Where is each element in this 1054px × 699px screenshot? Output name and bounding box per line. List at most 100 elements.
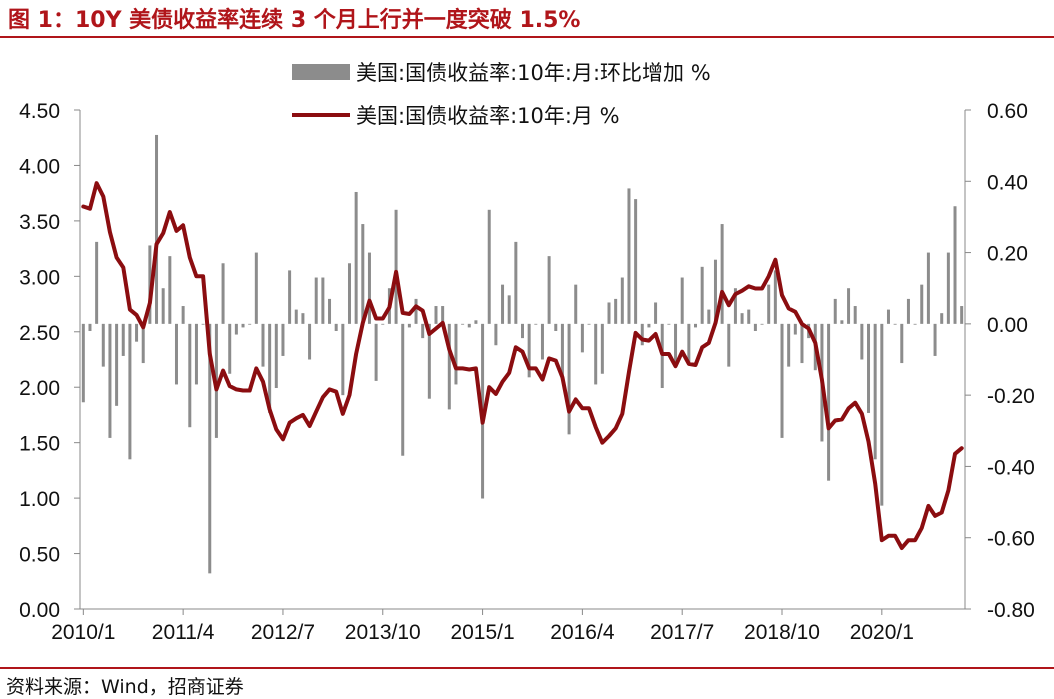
- change-bar: [414, 298, 418, 324]
- change-bar: [620, 277, 624, 324]
- change-bar: [767, 284, 771, 324]
- left-tick-label: 2.00: [19, 377, 60, 400]
- change-bar: [161, 288, 165, 324]
- change-bar: [301, 313, 305, 324]
- change-bar: [108, 323, 112, 438]
- change-bar: [341, 323, 345, 396]
- change-bar: [141, 323, 145, 364]
- x-tick-label: 2020/1: [850, 621, 914, 644]
- change-bar: [234, 323, 238, 335]
- change-bar: [940, 313, 944, 324]
- change-bar: [201, 323, 205, 325]
- change-bar: [747, 309, 751, 324]
- change-bar: [607, 302, 611, 324]
- change-bar: [574, 284, 578, 324]
- change-bar: [773, 270, 777, 324]
- x-tick-label: 2018/10: [744, 621, 820, 644]
- change-bar: [960, 306, 964, 324]
- change-bar: [634, 199, 638, 324]
- change-bar: [501, 284, 505, 324]
- change-bar: [527, 323, 531, 378]
- x-tick-label: 2013/10: [345, 621, 421, 644]
- change-bar: [680, 277, 684, 324]
- change-bar: [720, 224, 724, 324]
- tick-labels: 4.50 4.00 3.50 3.00 2.50 2.00 1.50 1.00 0.50 0.00…: [19, 100, 1035, 644]
- change-bar: [787, 323, 791, 367]
- legend-line-label: 美国:国债收益率:10年:月 %: [356, 104, 620, 128]
- change-bar: [314, 277, 318, 324]
- change-bar: [514, 241, 518, 324]
- left-tick-label: 3.00: [19, 266, 60, 289]
- right-tick-label: 0.00: [987, 314, 1028, 337]
- change-bar: [933, 323, 937, 356]
- change-bar: [707, 309, 711, 324]
- right-tick-label: 0.20: [987, 243, 1028, 266]
- change-bar: [873, 323, 877, 460]
- change-bar: [614, 298, 618, 324]
- change-bar: [753, 323, 757, 331]
- change-bar: [667, 323, 671, 325]
- change-bar: [467, 323, 471, 328]
- change-bar: [88, 323, 92, 331]
- change-bar: [547, 256, 551, 324]
- right-tick-label: -0.80: [987, 599, 1035, 622]
- change-bar: [441, 306, 445, 324]
- change-bar: [294, 309, 298, 324]
- change-bar: [926, 252, 930, 324]
- change-bar: [274, 323, 278, 389]
- change-bar: [793, 323, 797, 335]
- change-bar: [261, 323, 265, 367]
- change-bar: [860, 323, 864, 360]
- change-bar: [148, 245, 152, 324]
- change-bar: [494, 323, 498, 346]
- change-bar: [228, 323, 232, 374]
- change-bar: [347, 263, 351, 324]
- change-bar: [827, 323, 831, 481]
- change-bar: [181, 306, 185, 324]
- bar-series: [81, 134, 964, 574]
- title-rule: [0, 36, 1054, 38]
- change-bar: [487, 209, 491, 324]
- change-bar: [281, 323, 285, 356]
- change-bar: [886, 309, 890, 324]
- right-tick-label: -0.40: [987, 456, 1035, 479]
- change-bar: [920, 284, 924, 324]
- legend-bar-label: 美国:国债收益率:10年:月:环比增加 %: [356, 61, 711, 85]
- change-bar: [394, 209, 398, 324]
- chart: 4.50 4.00 3.50 3.00 2.50 2.00 1.50 1.00 0.50 0.00…: [19, 61, 1035, 644]
- right-tick-label: 0.40: [987, 171, 1028, 194]
- change-bar: [780, 323, 784, 438]
- change-bar: [580, 323, 584, 353]
- change-bar: [115, 323, 119, 406]
- change-bar: [241, 323, 245, 328]
- source-note: 资料来源：Wind，招商证券: [6, 676, 244, 698]
- change-bar: [507, 295, 511, 324]
- change-bar: [474, 320, 478, 324]
- change-bar: [740, 313, 744, 324]
- change-bar: [354, 191, 358, 324]
- left-tick-label: 1.00: [19, 488, 60, 511]
- change-bar: [81, 323, 85, 403]
- change-bar: [121, 323, 125, 356]
- legend-bar-swatch: [292, 64, 350, 80]
- change-bar: [600, 323, 604, 374]
- change-bar: [700, 266, 704, 324]
- change-bar: [427, 323, 431, 399]
- right-tick-label: -0.60: [987, 528, 1035, 551]
- change-bar: [893, 323, 897, 325]
- chart-axes: [74, 109, 971, 615]
- left-tick-label: 2.50: [19, 322, 60, 345]
- right-tick-label: -0.20: [987, 385, 1035, 408]
- change-bar: [374, 323, 378, 381]
- right-tick-label: 0.60: [987, 100, 1028, 123]
- change-bar: [847, 288, 851, 324]
- change-bar: [168, 256, 172, 324]
- change-bar: [101, 323, 105, 367]
- x-tick-label: 2016/4: [550, 621, 615, 644]
- change-bar: [407, 323, 411, 328]
- change-bar: [174, 323, 178, 385]
- change-bar: [534, 323, 538, 325]
- x-tick-label: 2010/1: [51, 621, 115, 644]
- change-bar: [194, 323, 198, 385]
- change-bar: [554, 323, 558, 331]
